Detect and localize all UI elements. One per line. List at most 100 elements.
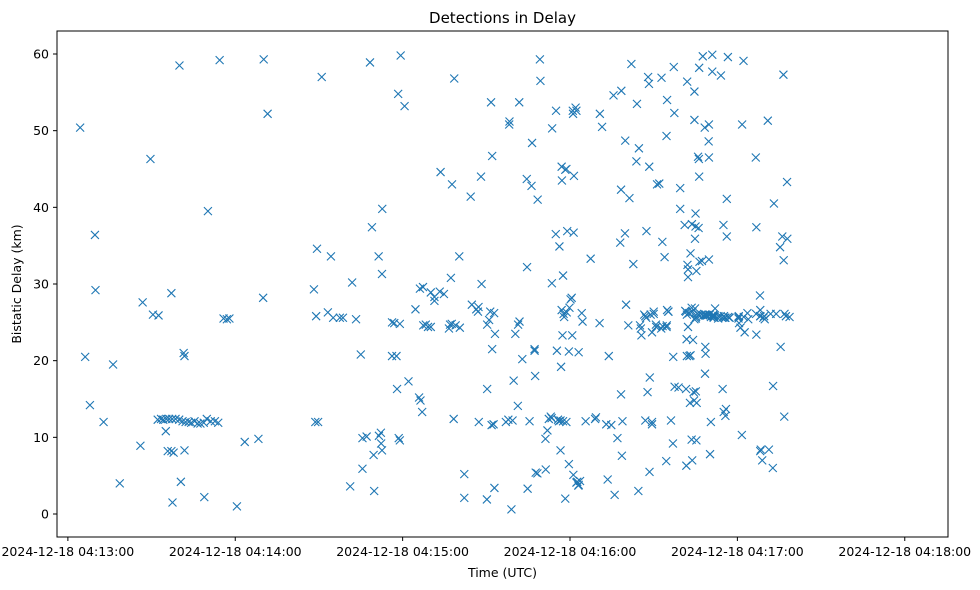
data-point (513, 401, 523, 411)
data-point (779, 412, 789, 422)
data-point (691, 436, 701, 445)
data-point (782, 234, 792, 244)
data-point (683, 265, 693, 274)
data-point (662, 131, 671, 141)
data-point (179, 348, 189, 358)
data-point (554, 416, 564, 426)
data-point (163, 446, 173, 456)
data-point (643, 387, 652, 397)
data-point (561, 164, 571, 174)
data-point (99, 417, 108, 427)
data-point (393, 89, 403, 99)
data-point (338, 313, 348, 323)
data-point (776, 342, 786, 352)
data-point (690, 87, 699, 96)
x-tick-label: 2024-12-18 04:18:00 (838, 544, 971, 559)
data-point (615, 238, 625, 247)
data-point (562, 307, 572, 317)
data-point (522, 174, 532, 184)
data-point (668, 352, 678, 362)
data-point (652, 179, 662, 189)
data-point (616, 185, 626, 195)
data-point (232, 501, 242, 511)
data-point (657, 237, 667, 247)
data-point (490, 483, 499, 493)
data-point (85, 400, 95, 410)
data-point (756, 445, 766, 454)
data-point (740, 327, 750, 337)
data-point (755, 305, 765, 315)
data-point (645, 467, 654, 477)
data-point (166, 288, 176, 298)
data-point (171, 414, 180, 424)
data-point (489, 419, 498, 429)
y-axis-label: Bistatic Delay (km) (9, 224, 24, 343)
data-point (486, 97, 496, 107)
data-point (356, 350, 366, 359)
data-point (706, 417, 716, 427)
data-point (369, 450, 379, 460)
chart-title: Detections in Delay (429, 9, 576, 27)
data-point (474, 417, 484, 427)
data-point (701, 311, 711, 320)
data-point (669, 108, 679, 118)
data-point (779, 70, 788, 80)
data-point (551, 106, 561, 116)
data-point (644, 79, 654, 89)
data-point (680, 220, 690, 230)
data-point (533, 195, 543, 205)
data-point (707, 67, 717, 77)
data-point (466, 192, 476, 201)
data-point (487, 151, 497, 161)
data-point (721, 313, 730, 323)
data-point (335, 313, 345, 323)
data-point (779, 255, 789, 265)
data-point (701, 349, 710, 359)
data-point (626, 59, 636, 69)
data-point (581, 416, 591, 426)
data-point (482, 495, 492, 504)
data-point (721, 404, 731, 414)
data-point (358, 464, 367, 474)
data-point (558, 416, 568, 426)
data-point (541, 465, 551, 474)
data-point (489, 308, 499, 318)
data-point (176, 477, 186, 487)
y-tick-label: 40 (33, 200, 49, 215)
data-point (259, 54, 269, 64)
data-point (597, 122, 607, 132)
data-point (782, 177, 792, 187)
data-point (663, 307, 673, 316)
data-point (780, 309, 789, 319)
data-point (647, 327, 657, 337)
data-point (618, 416, 627, 426)
data-point (418, 321, 428, 330)
data-point (704, 153, 714, 162)
data-point (785, 312, 794, 322)
data-point (697, 256, 707, 266)
data-point (530, 371, 540, 381)
data-point (136, 441, 145, 451)
data-point (675, 183, 685, 193)
data-point (459, 493, 469, 503)
data-point (751, 222, 761, 232)
data-point (115, 478, 125, 488)
data-point (508, 416, 517, 425)
data-point (91, 285, 100, 295)
data-point (704, 137, 714, 146)
data-point (686, 248, 695, 258)
data-point (565, 303, 574, 313)
data-point (595, 109, 605, 119)
data-point (768, 463, 778, 473)
data-point (446, 273, 456, 283)
data-point (146, 154, 155, 164)
data-point (180, 351, 189, 361)
data-point (180, 445, 189, 455)
data-point (759, 311, 769, 321)
data-point (365, 58, 375, 67)
data-point (755, 291, 765, 300)
data-point (623, 321, 633, 330)
data-point (477, 279, 486, 289)
data-point (692, 398, 702, 408)
data-point (167, 414, 177, 424)
